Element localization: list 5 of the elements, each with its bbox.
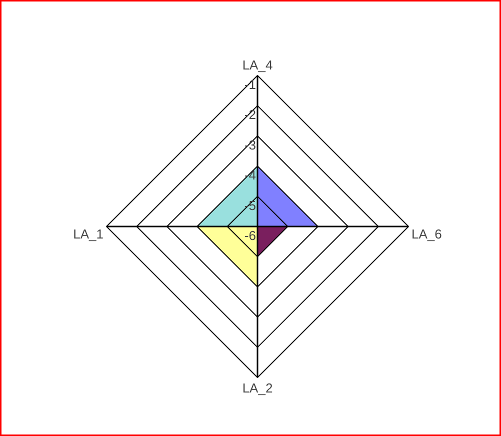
spoke-label: LA_1 bbox=[73, 226, 104, 242]
spoke-label: LA_4 bbox=[242, 57, 273, 72]
y-tick-label: -6 bbox=[244, 228, 256, 244]
spoke-label: LA_2 bbox=[242, 380, 273, 396]
spoke-label: LA_6 bbox=[412, 226, 442, 242]
